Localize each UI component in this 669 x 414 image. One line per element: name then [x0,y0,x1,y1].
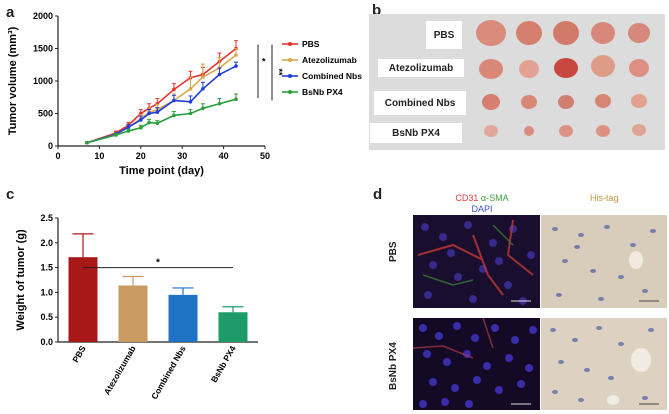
data-point [201,106,205,111]
data-point [234,97,238,101]
panel-letter-b: b [372,2,382,19]
x-tick-label: 30 [177,151,187,161]
sig-label-1: * [262,56,266,66]
histag-image-bsnb [541,318,667,410]
x-tick-label: 20 [136,151,146,161]
series-line-0 [86,47,237,144]
data-point [155,110,160,114]
y-tick-label: 0.5 [40,312,53,322]
data-point [139,126,143,130]
tumor-volume-line-chart: 0 500 1000 1500 2000 0 10 20 30 40 50 Time point (d… [7,11,362,177]
y-axis-title: Tumor volume (mm³) [7,26,19,135]
tumor-weight-bar-chart: 0.0 0.5 1.0 1.5 2.0 2.5 Weight of tumor (g) PBS… [15,213,258,401]
tumor-label-combined-nbs: Combined Nbs [373,90,467,116]
bar-3 [218,312,248,342]
series-line-1 [86,54,237,144]
data-point [172,87,176,92]
y-tick-label: 0.0 [40,337,53,347]
x-tick-label: Combined Nbs [149,344,188,401]
stain-dapi-label: DAPI [471,204,493,214]
y-tick-label: 1500 [33,44,53,54]
data-point [155,121,160,126]
y-tick-label: 500 [38,109,53,119]
x-axis-title: Time point (day) [119,165,204,177]
data-point [188,87,193,91]
data-point [147,111,151,116]
y-tick-label: 2000 [33,11,53,21]
y-tick-label: 1.0 [40,287,53,297]
legend-marker [288,90,292,94]
data-point [217,72,222,77]
panel-letter-c: c [6,186,15,203]
x-tick-label: 10 [94,151,104,161]
data-point [201,75,205,79]
data-point [172,113,176,118]
histag-image-pbs [541,215,667,308]
data-point [201,87,205,91]
bar-0 [68,257,98,342]
fluorescence-image-bsnb [413,318,540,410]
legend-label: BsNb PX4 [302,87,343,97]
stain-sma-label: α-SMA [480,193,509,203]
data-point [172,98,176,103]
legend-marker [288,74,292,78]
tumor-photo: PBS Atezolizumab Combined Nbs BsNb PX4 [369,14,665,150]
bar-1 [118,285,148,342]
data-point [188,100,193,104]
y-tick-label: 2.5 [40,213,53,223]
data-point [85,140,89,145]
data-point [188,111,193,116]
bar-2 [168,294,198,342]
y-tick-label: 1000 [33,76,53,86]
panel-letter-d: d [373,186,383,203]
x-tick-label: PBS [70,344,88,364]
x-tick-label: Atezolizumab [102,344,138,396]
series-line-3 [86,98,237,144]
y-axis-title: Weight of tumor (g) [15,229,27,331]
legend-marker [288,58,292,62]
x-tick-label: BsNb PX4 [209,344,238,384]
row-label-pbs: PBS [388,241,399,262]
data-point [114,133,118,137]
fluorescence-image-pbs [413,215,540,308]
data-point [126,129,131,133]
row-label-bsnb-px4: BsNb PX4 [388,342,399,390]
stain-cd31-label: CD31 [455,193,479,203]
data-point [139,118,143,122]
sig-label: * [156,258,160,269]
data-point [147,120,151,125]
tumor-photo-drawing [476,20,650,137]
legend-label: Combined Nbs [302,71,362,81]
legend-label: PBS [302,39,320,49]
x-tick-label: 0 [55,151,60,161]
data-point [234,53,238,57]
tumor-label-bsnb-px4: BsNb PX4 [369,122,463,144]
y-tick-label: 0 [48,141,53,151]
sig-label-2: ** [274,69,284,77]
stain-header: CD31 α-SMA DAPI [418,193,546,215]
tumor-label-atezolizumab: Atezolizumab [377,58,465,78]
y-tick-label: 1.5 [40,263,53,273]
tumor-label-pbs: PBS [425,20,463,50]
panel-letter-a: a [6,4,15,21]
stain-his-label: His-tag [590,193,619,203]
x-tick-label: 40 [219,151,229,161]
series-line-2 [86,65,237,144]
legend-label: Atezolizumab [302,55,357,65]
x-tick-label: 50 [260,151,270,161]
y-tick-label: 2.0 [40,238,53,248]
data-point [217,101,222,106]
legend-marker [288,42,292,46]
data-point [126,125,131,129]
data-point [234,64,238,68]
